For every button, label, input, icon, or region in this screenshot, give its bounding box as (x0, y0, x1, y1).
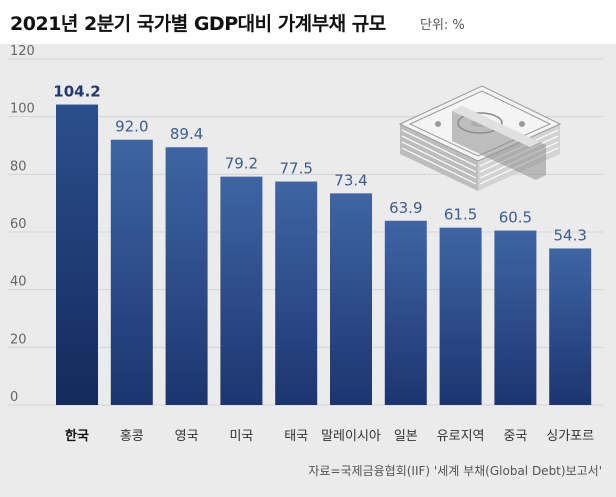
chart-header: 2021년 2분기 국가별 GDP대비 가계부채 규모 단위: % (0, 0, 616, 44)
money-stack-icon (398, 85, 562, 191)
bar (494, 230, 537, 405)
x-tick-label: 중국 (503, 429, 527, 444)
data-label: 54.3 (553, 226, 586, 244)
y-tick-label: 40 (10, 275, 27, 290)
x-tick-label: 한국 (65, 428, 89, 444)
bar-chart: 104.2 92.0 89.4 79.2 77.5 73.4 63.9 61.5 60.5 54.… (8, 44, 604, 444)
unit-label: 단위: % (420, 18, 465, 33)
y-tick-label: 100 (10, 102, 35, 117)
x-axis-ticks: 한국 홍콩 영국 미국 태국 말레이시아 일본 유로지역 중국 싱가포르 (65, 428, 594, 444)
x-tick-label: 영국 (175, 429, 199, 444)
x-tick-label: 일본 (394, 429, 418, 444)
x-tick-label: 태국 (284, 429, 308, 444)
bar (275, 181, 318, 405)
x-tick-label: 싱가포르 (546, 429, 594, 444)
bar (439, 227, 482, 405)
chart-area: 104.2 92.0 89.4 79.2 77.5 73.4 63.9 61.5 60.5 54.… (0, 44, 616, 456)
data-label: 73.4 (334, 171, 367, 189)
x-tick-label: 유로지역 (437, 429, 485, 444)
source-note: 자료=국제금융협회(IIF) '세계 부채(Global Debt)보고서' (308, 464, 602, 478)
data-label: 92.0 (115, 118, 148, 136)
y-tick-label: 120 (10, 44, 35, 59)
y-tick-label: 80 (10, 159, 27, 174)
data-label: 60.5 (499, 209, 532, 227)
x-tick-label: 미국 (229, 429, 253, 444)
x-tick-label: 홍콩 (120, 429, 144, 444)
y-tick-label: 20 (10, 332, 27, 347)
bar (165, 147, 208, 405)
bar (384, 220, 427, 405)
bar (549, 248, 592, 405)
x-tick-label: 말레이시아 (321, 429, 381, 444)
data-label: 104.2 (53, 83, 100, 101)
bar (110, 139, 153, 405)
data-label: 77.5 (279, 160, 312, 178)
data-label: 89.4 (170, 125, 203, 143)
data-label: 61.5 (444, 206, 477, 224)
bars: 104.2 92.0 89.4 79.2 77.5 73.4 63.9 61.5 60.5 54.… (53, 83, 592, 405)
chart-title: 2021년 2분기 국가별 GDP대비 가계부채 규모 (10, 13, 386, 35)
bar (220, 176, 263, 405)
bar (56, 104, 98, 405)
y-axis-ticks: 0 20 40 60 80 100 120 (10, 44, 35, 405)
data-label: 63.9 (389, 199, 422, 217)
y-tick-label: 0 (10, 390, 18, 405)
bar (330, 193, 372, 405)
chart-footer: 자료=국제금융협회(IIF) '세계 부채(Global Debt)보고서' (0, 456, 616, 497)
y-tick-label: 60 (10, 217, 27, 232)
data-label: 79.2 (225, 155, 258, 173)
